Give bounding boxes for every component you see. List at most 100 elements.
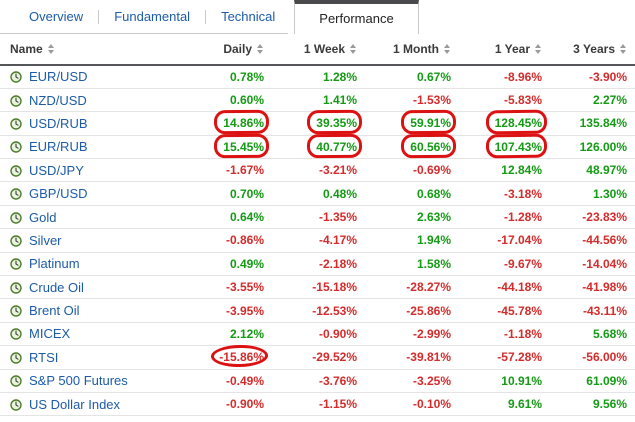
table-row: USD/RUB 14.86% 39.35% 59.91% 128.45% 135… <box>0 110 635 136</box>
value: 9.61% <box>507 397 542 412</box>
value: 39.35% <box>316 116 357 131</box>
value: -3.76% <box>318 373 357 388</box>
tab-technical[interactable]: Technical <box>221 9 276 24</box>
name-cell: USD/RUB <box>0 111 186 136</box>
column-header[interactable]: Daily <box>186 34 272 66</box>
table-body: EUR/USD 0.78% 1.28% 0.67% -8.96% -3.90% … <box>0 65 635 417</box>
value-cell: -17.04% <box>459 228 550 253</box>
table-row: Gold 0.64% -1.35% 2.63% -1.28% -23.83% <box>0 205 635 230</box>
value-cell: 60.56% <box>365 133 459 160</box>
value-cell: 59.91% <box>365 110 459 136</box>
value-cell: -1.53% <box>365 88 459 113</box>
tab-fundamental[interactable]: Fundamental <box>114 9 191 24</box>
instrument-link[interactable]: S&P 500 Futures <box>29 373 128 389</box>
name-cell: NZD/USD <box>0 88 186 113</box>
instrument-link[interactable]: Brent Oil <box>29 303 80 319</box>
instrument-link[interactable]: GBP/USD <box>29 186 88 202</box>
value: -56.00% <box>582 350 627 365</box>
name-cell: Brent Oil <box>0 298 186 323</box>
column-header[interactable]: 1 Week <box>272 34 365 66</box>
value-cell: 40.77% <box>272 133 365 160</box>
instrument-link[interactable]: USD/RUB <box>29 115 88 131</box>
instrument-link[interactable]: EUR/RUB <box>29 139 88 155</box>
value-cell: 15.45% <box>186 133 272 160</box>
inactive-tabs-group: Overview Fundamental Technical <box>0 0 289 34</box>
value-cell: 2.27% <box>550 88 635 113</box>
column-header[interactable]: Name <box>0 34 186 66</box>
value: -23.83% <box>582 210 627 225</box>
value-cell: -9.67% <box>459 252 550 277</box>
instrument-link[interactable]: US Dollar Index <box>29 396 121 412</box>
value: 135.84% <box>579 116 627 131</box>
value: -0.69% <box>412 163 451 178</box>
value: 107.43% <box>494 139 542 154</box>
table-row: Platinum 0.49% -2.18% 1.58% -9.67% -14.0… <box>0 252 635 277</box>
value-cell: 126.00% <box>550 135 635 160</box>
name-cell: US Dollar Index <box>0 392 186 417</box>
value: 1.28% <box>322 69 357 84</box>
clock-icon <box>10 94 22 107</box>
value-cell: -23.83% <box>550 205 635 230</box>
value: 12.84% <box>501 163 542 178</box>
value-cell: -0.10% <box>365 392 459 417</box>
value-cell: -44.18% <box>459 275 550 300</box>
tab-separator <box>205 9 207 24</box>
value: -15.18% <box>312 280 357 295</box>
sort-icon <box>535 44 542 54</box>
table-row: EUR/USD 0.78% 1.28% 0.67% -8.96% -3.90% <box>0 65 635 89</box>
value-cell: -0.86% <box>186 228 272 253</box>
instrument-link[interactable]: Gold <box>29 209 57 225</box>
clock-icon <box>10 141 22 154</box>
name-cell: Platinum <box>0 252 186 277</box>
value: 0.78% <box>229 69 264 84</box>
value: -8.96% <box>503 69 542 84</box>
column-header[interactable]: 1 Month <box>365 34 459 66</box>
value-cell: -45.78% <box>459 298 550 323</box>
value: 2.12% <box>229 326 264 341</box>
value: 59.91% <box>410 116 451 131</box>
value-cell: -29.52% <box>272 345 365 370</box>
clock-icon <box>10 305 22 317</box>
instrument-link[interactable]: Platinum <box>29 256 80 272</box>
table-row: RTSI -15.86% -29.52% -39.81% -57.28% -56… <box>0 344 635 370</box>
value: 40.77% <box>316 139 357 154</box>
value-cell: -43.11% <box>550 298 635 323</box>
tab-separator <box>98 9 100 24</box>
value-cell: -5.83% <box>459 88 550 113</box>
value: -2.18% <box>318 256 357 271</box>
instrument-link[interactable]: NZD/USD <box>29 92 87 108</box>
clock-icon <box>10 352 22 364</box>
value-cell: -39.81% <box>365 345 459 370</box>
instrument-link[interactable]: USD/JPY <box>29 162 84 178</box>
tab-performance[interactable]: Performance <box>294 0 419 34</box>
instrument-link[interactable]: MICEX <box>29 326 71 342</box>
value-cell: -1.28% <box>459 205 550 230</box>
instrument-link[interactable]: EUR/USD <box>29 69 88 85</box>
instrument-link[interactable]: RTSI <box>29 349 59 365</box>
value: -0.90% <box>225 397 264 412</box>
performance-table: Name Daily 1 Week 1 Month 1 Year 3 Years… <box>0 34 635 417</box>
value-cell: 0.64% <box>186 205 272 230</box>
value: 2.27% <box>592 93 627 108</box>
value: -3.21% <box>318 163 357 178</box>
table-row: Brent Oil -3.95% -12.53% -25.86% -45.78%… <box>0 298 635 323</box>
value: -17.04% <box>497 233 542 248</box>
value: 1.30% <box>592 186 627 201</box>
value: -1.53% <box>412 93 451 108</box>
value: -3.95% <box>225 303 264 318</box>
tab-overview[interactable]: Overview <box>29 9 84 24</box>
instrument-link[interactable]: Crude Oil <box>29 279 84 295</box>
value-cell: -25.86% <box>365 298 459 323</box>
table-row: Silver -0.86% -4.17% 1.94% -17.04% -44.5… <box>0 228 635 253</box>
column-header[interactable]: 1 Year <box>459 34 550 66</box>
column-header[interactable]: 3 Years <box>550 34 635 66</box>
value: -39.81% <box>406 350 451 365</box>
value-cell: -44.56% <box>550 228 635 253</box>
name-cell: MICEX <box>0 322 186 347</box>
clock-icon <box>10 398 22 411</box>
value: -57.28% <box>497 350 542 365</box>
column-header-label: 1 Week <box>303 42 345 56</box>
table-row: NZD/USD 0.60% 1.41% -1.53% -5.83% 2.27% <box>0 88 635 113</box>
instrument-link[interactable]: Silver <box>29 232 62 248</box>
sort-icon <box>444 44 451 54</box>
